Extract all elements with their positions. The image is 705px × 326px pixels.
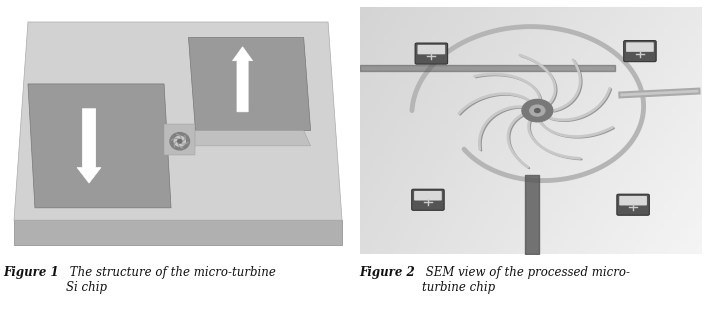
Circle shape [534,109,540,112]
Polygon shape [164,130,311,146]
FancyBboxPatch shape [624,40,656,62]
Circle shape [170,133,190,150]
FancyBboxPatch shape [414,191,442,200]
Circle shape [174,136,185,146]
FancyBboxPatch shape [626,42,654,52]
Polygon shape [14,220,342,245]
Text: Figure 2: Figure 2 [360,266,415,279]
Text: Figure 1: Figure 1 [4,266,59,279]
FancyArrow shape [233,47,252,112]
Circle shape [522,99,553,122]
FancyBboxPatch shape [617,194,649,215]
Text: SEM view of the processed micro-
turbine chip: SEM view of the processed micro- turbine… [422,266,630,294]
Polygon shape [164,124,195,155]
Circle shape [178,140,182,143]
FancyBboxPatch shape [412,189,444,210]
Polygon shape [28,84,171,208]
FancyArrow shape [77,109,101,183]
Text: The structure of the micro-turbine
Si chip: The structure of the micro-turbine Si ch… [66,266,276,294]
Circle shape [530,105,545,116]
FancyBboxPatch shape [415,43,448,64]
FancyBboxPatch shape [417,45,445,54]
Polygon shape [14,22,342,220]
Polygon shape [188,37,311,130]
FancyBboxPatch shape [619,196,647,205]
